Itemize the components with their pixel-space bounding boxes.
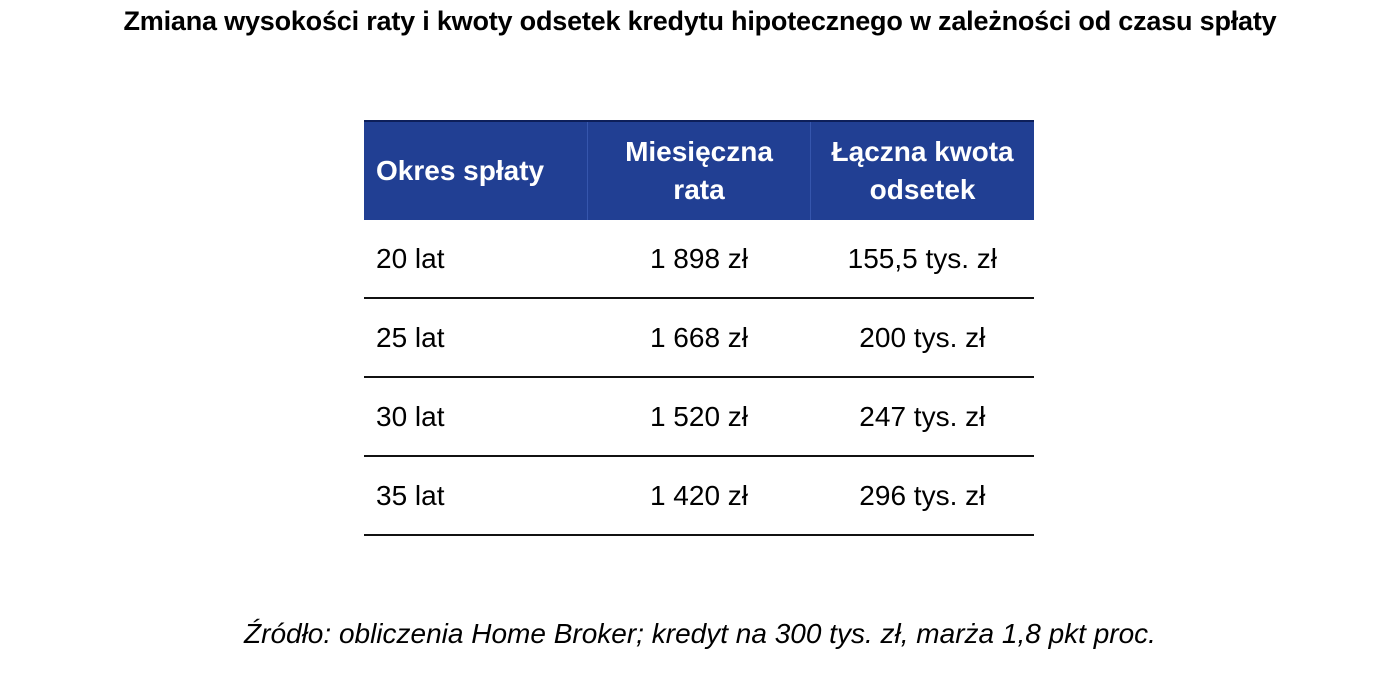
cell-rata: 1 520 zł bbox=[587, 377, 811, 457]
source-note: Źródło: obliczenia Home Broker; kredyt n… bbox=[244, 618, 1156, 649]
header-line: Łączna kwota bbox=[831, 136, 1014, 167]
cell-odsetki: 247 tys. zł bbox=[810, 377, 1034, 457]
header-line: Miesięczna bbox=[625, 136, 773, 167]
cell-odsetki: 296 tys. zł bbox=[810, 456, 1034, 536]
header-cell-rata: Miesięczna rata bbox=[587, 120, 812, 220]
table-header: Okres spłaty Miesięczna rata Łączna kwot… bbox=[364, 120, 1034, 220]
chart-title: Zmiana wysokości raty i kwoty odsetek kr… bbox=[123, 6, 1277, 36]
cell-rata: 1 898 zł bbox=[587, 220, 811, 299]
data-table-container: Okres spłaty Miesięczna rata Łączna kwot… bbox=[364, 120, 1034, 536]
data-table: Okres spłaty Miesięczna rata Łączna kwot… bbox=[364, 120, 1034, 536]
header-cell-odsetki: Łączna kwota odsetek bbox=[810, 120, 1034, 220]
cell-rata: 1 420 zł bbox=[587, 456, 811, 536]
header-line: odsetek bbox=[869, 174, 976, 205]
cell-okres: 30 lat bbox=[364, 377, 588, 457]
cell-odsetki: 200 tys. zł bbox=[810, 298, 1034, 378]
header-line: rata bbox=[673, 174, 725, 205]
cell-odsetki: 155,5 tys. zł bbox=[810, 220, 1034, 299]
cell-okres: 35 lat bbox=[364, 456, 588, 536]
cell-okres: 25 lat bbox=[364, 298, 588, 378]
cell-okres: 20 lat bbox=[364, 220, 588, 299]
cell-rata: 1 668 zł bbox=[587, 298, 811, 378]
table-body: 20 lat 1 898 zł 155,5 tys. zł 25 lat 1 6… bbox=[364, 220, 1034, 536]
table-row: 30 lat 1 520 zł 247 tys. zł bbox=[364, 377, 1034, 457]
header-row: Okres spłaty Miesięczna rata Łączna kwot… bbox=[364, 120, 1034, 220]
header-line: Okres spłaty bbox=[376, 155, 545, 186]
table-row: 25 lat 1 668 zł 200 tys. zł bbox=[364, 298, 1034, 378]
table-row: 35 lat 1 420 zł 296 tys. zł bbox=[364, 456, 1034, 536]
table-row: 20 lat 1 898 zł 155,5 tys. zł bbox=[364, 220, 1034, 299]
header-cell-okres: Okres spłaty bbox=[364, 120, 588, 220]
